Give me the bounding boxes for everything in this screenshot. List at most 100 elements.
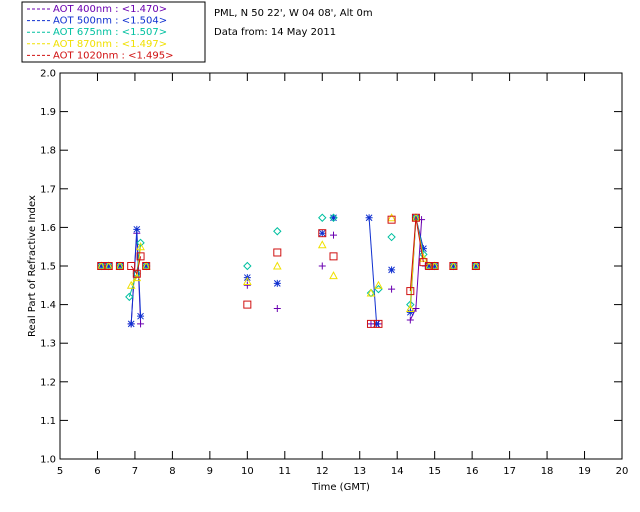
data-point <box>329 252 338 261</box>
data-point <box>330 214 338 222</box>
data-point <box>126 280 136 289</box>
series-group <box>96 213 481 312</box>
data-point <box>318 213 327 222</box>
data-point <box>127 262 136 270</box>
x-tick-label: 17 <box>503 466 516 477</box>
x-tick-label: 6 <box>94 466 100 477</box>
data-point <box>318 229 327 238</box>
data-point <box>137 312 145 320</box>
x-tick-label: 15 <box>428 466 441 477</box>
data-point <box>425 262 433 270</box>
data-point <box>318 229 326 237</box>
data-point <box>329 213 338 222</box>
legend-frame <box>21 1 206 63</box>
x-tick-label: 18 <box>541 466 554 477</box>
data-point <box>388 285 396 293</box>
data-point <box>405 303 415 312</box>
series-line <box>130 256 142 275</box>
x-tick-label: 20 <box>616 466 629 477</box>
data-point <box>412 304 420 312</box>
x-tick-label: 7 <box>132 466 138 477</box>
data-date-text: Data from: 14 May 2011 <box>214 27 336 38</box>
data-point <box>387 213 396 222</box>
data-point <box>449 262 458 270</box>
data-point <box>137 320 145 328</box>
data-point <box>273 279 281 287</box>
y-tick-label: 1.3 <box>40 339 56 350</box>
data-point <box>243 281 251 289</box>
x-axis-title: Time (GMT) <box>311 482 370 493</box>
x-tick-label: 16 <box>466 466 479 477</box>
data-point <box>365 214 373 222</box>
data-point <box>142 262 150 270</box>
data-point <box>142 262 151 270</box>
data-point <box>127 320 135 328</box>
x-tick-label: 19 <box>578 466 591 477</box>
series-group <box>97 214 480 328</box>
legend-entry: AOT 1020nm : <1.495> <box>53 50 173 61</box>
data-point <box>116 262 124 270</box>
data-point <box>406 308 414 316</box>
data-point <box>387 215 396 224</box>
data-point <box>273 248 282 257</box>
data-series <box>96 213 481 328</box>
data-point <box>406 316 414 324</box>
x-axis: 5 6 7 8 9 10 11 12 13 14 15 16 17 18 19 20 <box>57 73 629 477</box>
data-point <box>272 261 282 270</box>
data-point <box>136 238 145 248</box>
data-point <box>104 262 113 270</box>
legend-entry: AOT 870nm : <1.497> <box>53 39 167 50</box>
legend: AOT 400nm : <1.470>AOT 500nm : <1.504>AO… <box>21 1 206 63</box>
y-tick-label: 1.9 <box>40 107 56 118</box>
data-point <box>471 262 480 270</box>
data-point <box>97 262 105 270</box>
x-tick-label: 11 <box>278 466 291 477</box>
legend-entry: AOT 400nm : <1.470> <box>53 4 167 15</box>
data-point <box>374 319 383 328</box>
y-tick-label: 1.4 <box>40 300 56 311</box>
x-tick-label: 5 <box>57 466 63 477</box>
data-point <box>132 269 141 278</box>
data-point <box>472 262 480 270</box>
data-point <box>449 262 457 270</box>
legend-entry: AOT 675nm : <1.507> <box>53 27 167 38</box>
y-axis-title: Real Part of Refractive Index <box>27 195 38 337</box>
data-point <box>374 280 383 289</box>
data-point <box>329 271 338 280</box>
series-group <box>97 216 480 328</box>
x-tick-label: 13 <box>353 466 366 477</box>
data-point <box>387 232 396 242</box>
x-tick-label: 8 <box>169 466 175 477</box>
y-tick-label: 1.0 <box>40 455 56 466</box>
data-point <box>431 262 439 270</box>
y-tick-label: 1.2 <box>40 377 56 388</box>
data-point <box>373 320 381 328</box>
data-point <box>366 288 376 297</box>
y-tick-label: 2.0 <box>40 69 56 80</box>
data-point <box>243 300 252 309</box>
data-point <box>133 225 141 233</box>
y-tick-label: 1.8 <box>40 146 56 157</box>
data-point <box>243 261 252 271</box>
x-tick-label: 10 <box>241 466 254 477</box>
y-tick-label: 1.7 <box>40 184 56 195</box>
data-point <box>406 287 415 296</box>
data-point <box>105 262 113 270</box>
data-point <box>318 262 326 270</box>
data-point <box>125 292 134 302</box>
data-point <box>136 242 145 251</box>
series-line <box>409 217 424 292</box>
data-point <box>317 240 327 249</box>
y-tick-label: 1.1 <box>40 416 56 427</box>
data-point <box>419 245 427 253</box>
data-point <box>388 266 396 274</box>
data-point <box>411 213 420 222</box>
series-group <box>97 213 480 328</box>
x-tick-label: 9 <box>207 466 213 477</box>
data-point <box>430 262 439 270</box>
legend-entry: AOT 500nm : <1.504> <box>53 16 167 27</box>
data-point <box>273 304 281 312</box>
data-point <box>330 231 338 239</box>
site-location-text: PML, N 50 22', W 04 08', Alt 0m <box>214 8 373 19</box>
